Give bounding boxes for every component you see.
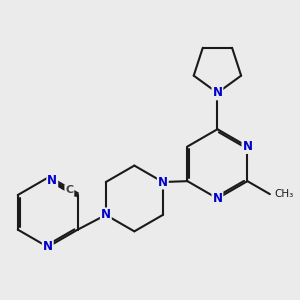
Text: C: C (65, 185, 74, 195)
Text: N: N (212, 192, 222, 205)
Text: N: N (47, 174, 57, 187)
Text: N: N (101, 208, 111, 221)
Text: N: N (43, 240, 53, 254)
Text: N: N (158, 176, 168, 188)
Text: N: N (212, 86, 222, 99)
Text: N: N (242, 140, 252, 153)
Text: CH₃: CH₃ (274, 189, 293, 199)
